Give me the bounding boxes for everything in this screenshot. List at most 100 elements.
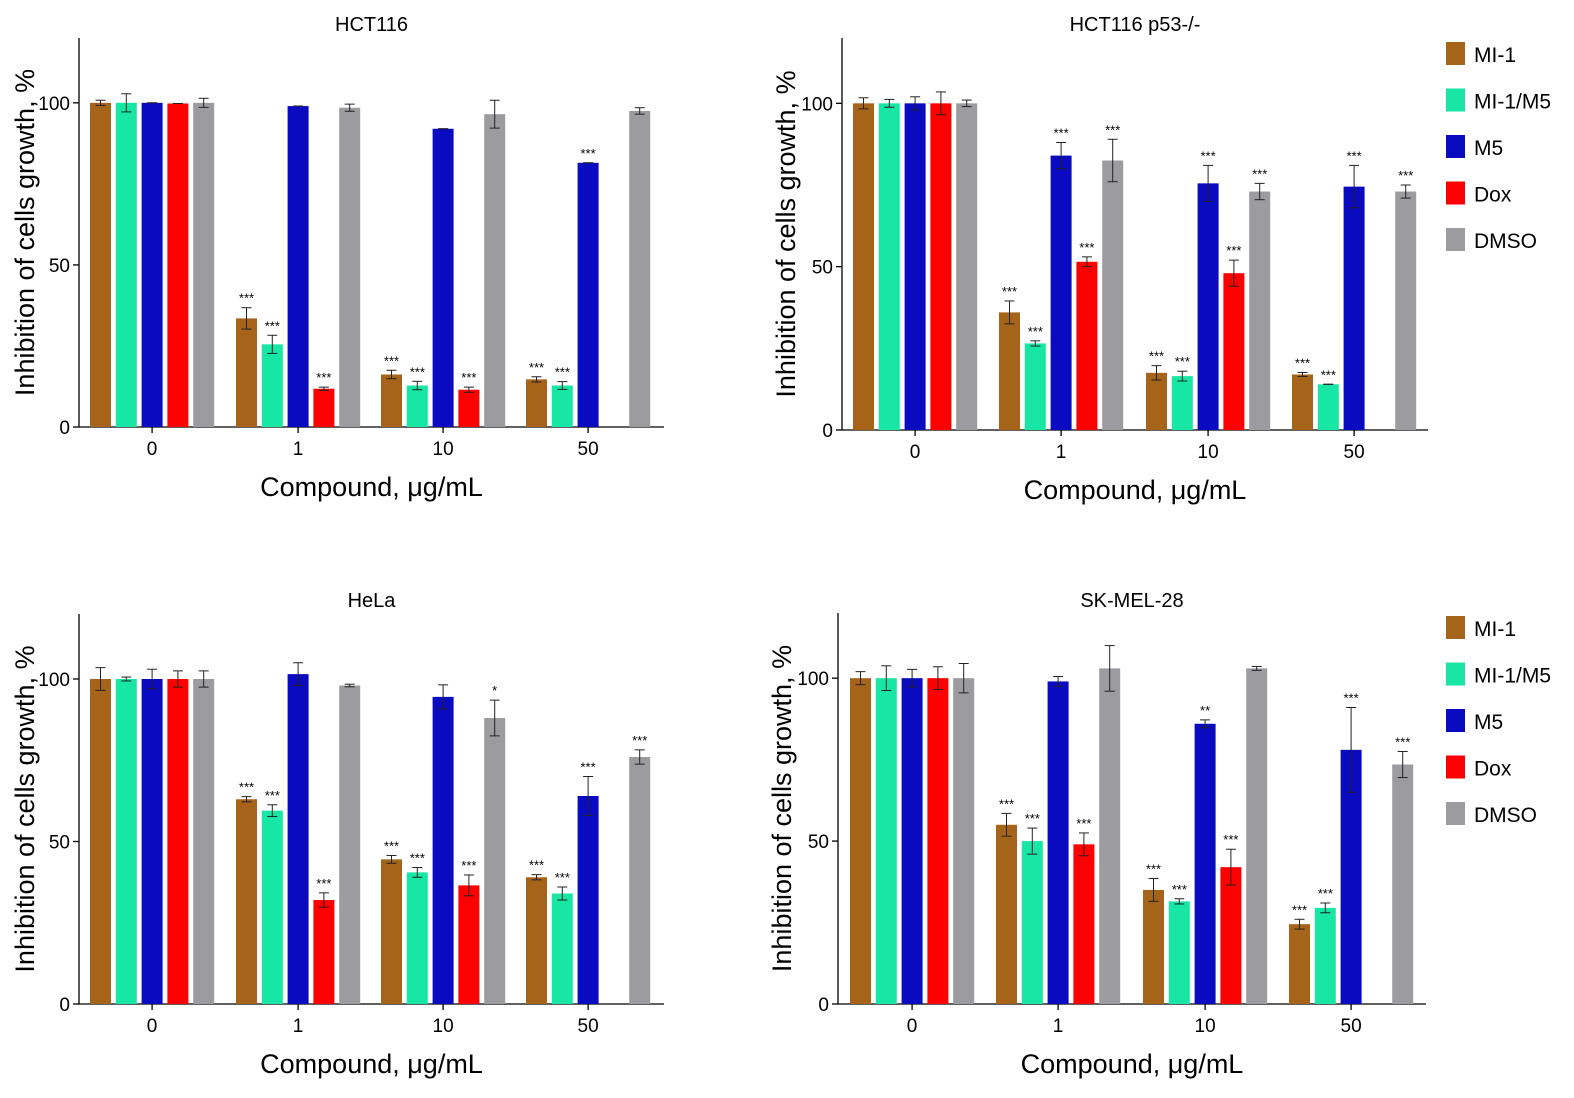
x-tick-label: 0 [907,1016,918,1037]
bar [1143,889,1164,1004]
legend-swatch [1446,181,1465,205]
legend-swatch [1446,135,1465,158]
bar [850,678,871,1004]
x-tick-label: 10 [1195,1016,1216,1037]
significance-label: *** [1054,126,1069,141]
x-tick-label: 50 [1341,1016,1362,1037]
significance-label: *** [1172,882,1187,897]
significance-label: ** [1200,703,1210,718]
bar [551,385,573,427]
y-tick-label: 50 [49,833,70,854]
bar [458,389,480,427]
significance-label: *** [1149,349,1164,364]
legend-label: Dox [1474,758,1512,781]
bar [577,796,599,1004]
bar [432,128,454,427]
bar [484,114,506,427]
bar [458,885,480,1004]
legend-label: MI-1/M5 [1474,91,1551,114]
significance-label: *** [1318,886,1333,901]
bar [927,678,949,1004]
y-axis-label: Inhibition of cells growth, % [10,69,40,396]
bar [1024,343,1046,430]
significance-label: *** [316,370,331,385]
bar [406,385,428,427]
y-tick-label: 0 [818,995,829,1016]
legend-swatch [1446,662,1465,686]
y-tick-label: 100 [797,669,829,690]
significance-label: *** [410,364,425,379]
bar [115,679,137,1004]
bar [90,102,111,427]
x-tick-label: 10 [1198,442,1219,463]
bar [999,312,1020,430]
bar [313,388,335,427]
bar [930,103,952,430]
significance-label: *** [555,365,570,380]
bar [1050,155,1072,430]
significance-label: *** [1028,324,1043,339]
bar [1340,749,1362,1004]
y-tick-label: 0 [59,995,70,1016]
significance-label: *** [1347,148,1362,163]
bar [853,103,874,430]
legend-label: MI-1 [1474,618,1516,641]
legend-swatch [1446,709,1465,732]
significance-label: * [492,683,497,698]
significance-label: *** [529,858,544,873]
bar [1317,384,1339,430]
bar [953,678,975,1004]
significance-label: *** [1201,148,1216,163]
bar [1220,867,1242,1004]
y-tick-label: 0 [59,418,70,439]
legend-swatch [1446,228,1465,251]
x-tick-label: 1 [1053,1016,1064,1037]
bar [167,103,189,428]
bar [90,679,111,1004]
significance-label: *** [461,858,476,873]
bar [167,679,189,1004]
significance-label: *** [1395,734,1410,749]
significance-label: *** [1079,240,1094,255]
bar [287,674,309,1004]
significance-label: *** [1223,832,1238,847]
bar [629,757,651,1004]
x-tick-label: 1 [293,1016,304,1037]
legend-label: M5 [1474,711,1503,734]
bar [1249,191,1271,430]
significance-label: *** [555,870,570,885]
bar [261,810,283,1004]
chart-title: HCT116 p53-/- [1070,14,1201,36]
y-tick-label: 0 [822,421,833,442]
bar [1171,376,1193,430]
bar [115,102,137,427]
bar [1168,901,1190,1004]
y-tick-label: 50 [812,258,833,279]
chart-title: HeLa [348,590,397,612]
bar [1021,841,1043,1004]
bar [236,318,257,427]
bar [875,678,897,1004]
bar [1194,723,1216,1004]
legend-label: Dox [1474,184,1512,207]
bar [956,103,978,430]
bar [1047,681,1069,1004]
bar [629,110,651,427]
x-tick-label: 0 [910,442,921,463]
x-tick-label: 10 [433,439,454,460]
legend-swatch [1446,755,1465,779]
bar [551,893,573,1004]
bar [1343,186,1365,430]
legend-label: DMSO [1474,230,1537,253]
bar [1289,924,1310,1004]
bar [484,718,506,1004]
legend-label: MI-1/M5 [1474,665,1551,688]
legend-swatch [1446,88,1465,112]
x-axis-label: Compound, μg/mL [1024,475,1247,505]
x-axis-label: Compound, μg/mL [1021,1049,1244,1079]
x-tick-label: 0 [147,439,158,460]
significance-label: *** [1344,690,1359,705]
significance-label: *** [1295,356,1310,371]
